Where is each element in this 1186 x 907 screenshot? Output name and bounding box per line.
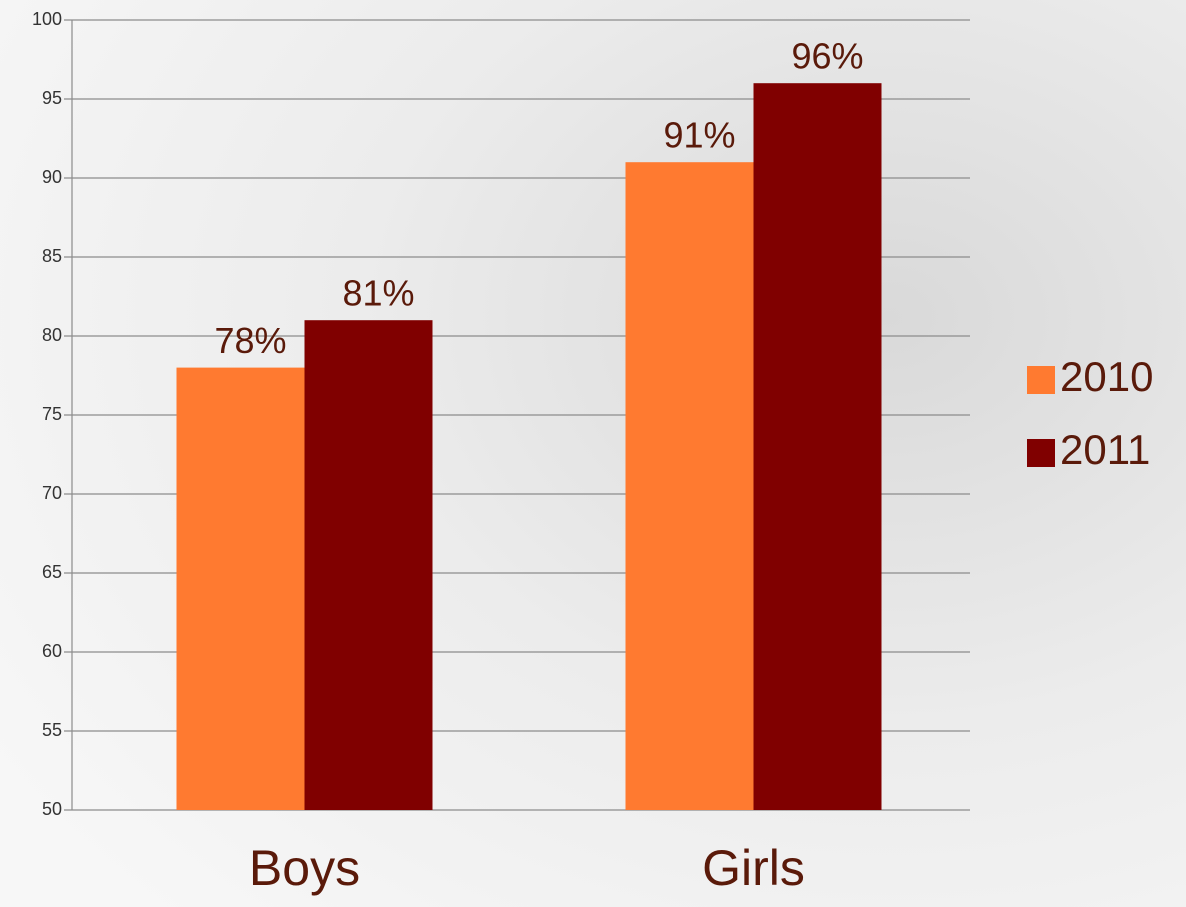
y-tick-label: 60 — [42, 641, 62, 661]
y-tick-label: 80 — [42, 325, 62, 345]
legend-label: 2011 — [1060, 426, 1150, 473]
y-tick-label: 65 — [42, 562, 62, 582]
bar — [177, 368, 305, 810]
y-tick-label: 75 — [42, 404, 62, 424]
chart: 50 55 60 65 70 75 80 85 90 95 100 Boys 78% 81% Girls 91… — [0, 0, 1186, 907]
legend-swatch — [1027, 439, 1055, 467]
x-tick-label: Girls — [702, 840, 805, 896]
x-tick-label: Boys — [249, 840, 360, 896]
y-tick-label: 100 — [32, 9, 62, 29]
value-label: 96% — [791, 36, 863, 77]
value-label: 91% — [663, 115, 735, 156]
bar — [754, 83, 882, 810]
y-tick-label: 50 — [42, 799, 62, 819]
y-tick-label: 90 — [42, 167, 62, 187]
y-tick-label: 70 — [42, 483, 62, 503]
bar — [305, 320, 433, 810]
value-label: 81% — [342, 273, 414, 314]
bar — [626, 162, 754, 810]
legend-swatch — [1027, 366, 1055, 394]
y-tick-label: 95 — [42, 88, 62, 108]
value-label: 78% — [214, 320, 286, 361]
y-tick-label: 55 — [42, 720, 62, 740]
page: {"chart_data": {"type": "bar", "categori… — [0, 0, 1186, 907]
y-tick-label: 85 — [42, 246, 62, 266]
legend-label: 2010 — [1060, 353, 1153, 400]
